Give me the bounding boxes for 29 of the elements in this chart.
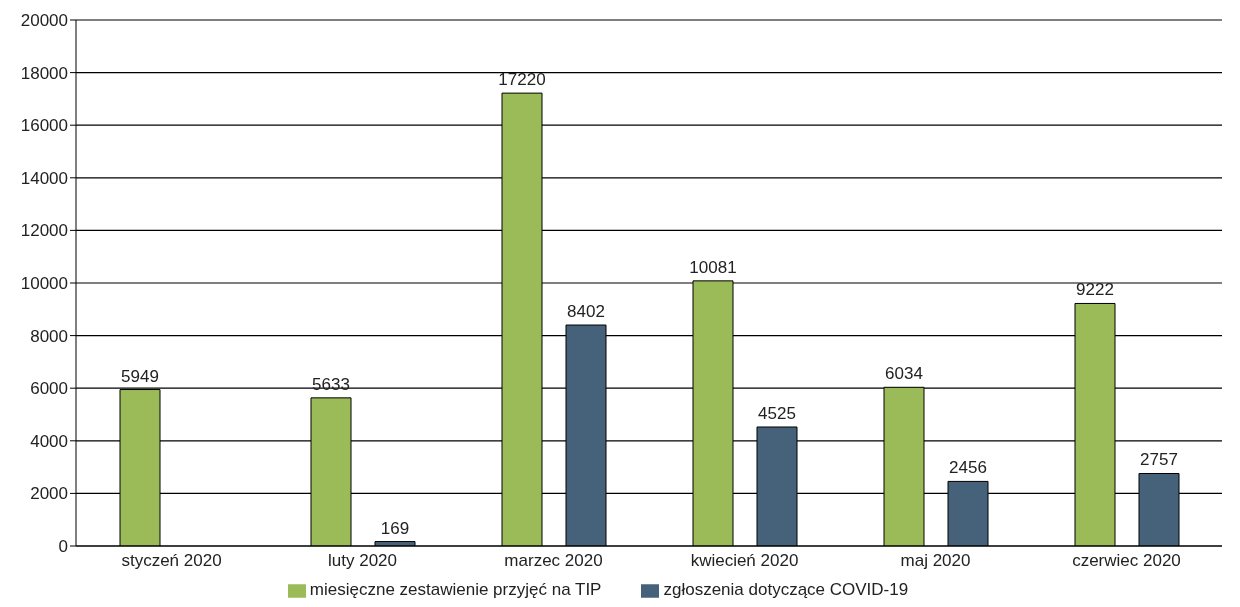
x-tick-label: kwiecień 2020 bbox=[690, 551, 799, 571]
data-label: 8402 bbox=[567, 302, 605, 322]
data-label: 17220 bbox=[498, 70, 546, 90]
data-label: 10081 bbox=[689, 257, 737, 277]
x-tick-label: maj 2020 bbox=[900, 551, 971, 571]
data-label: 169 bbox=[380, 518, 410, 538]
data-label: 5949 bbox=[121, 366, 159, 386]
y-tick-label: 6000 bbox=[30, 379, 68, 399]
data-label: 4525 bbox=[758, 403, 796, 423]
x-tick-label: styczeń 2020 bbox=[121, 551, 222, 571]
x-tick-label: czerwiec 2020 bbox=[1072, 551, 1181, 571]
y-tick-label: 10000 bbox=[20, 274, 68, 294]
data-label: 2757 bbox=[1140, 450, 1178, 470]
y-tick-label: 0 bbox=[58, 537, 68, 557]
legend-label: miesięczne zestawienie przyjęć na TIP bbox=[309, 580, 602, 599]
x-tick-label: marzec 2020 bbox=[504, 551, 603, 571]
y-tick-label: 4000 bbox=[30, 431, 68, 451]
y-tick-label: 18000 bbox=[20, 63, 68, 83]
legend-label: zgłoszenia dotyczące COVID-19 bbox=[663, 580, 909, 599]
y-tick-label: 20000 bbox=[20, 11, 68, 31]
data-label: 6034 bbox=[885, 364, 923, 384]
y-tick-label: 2000 bbox=[30, 484, 68, 504]
y-tick-label: 14000 bbox=[20, 168, 68, 188]
y-tick-label: 16000 bbox=[20, 116, 68, 136]
y-tick-label: 8000 bbox=[30, 326, 68, 346]
data-label: 2456 bbox=[949, 458, 987, 478]
x-tick-label: luty 2020 bbox=[328, 551, 397, 571]
y-tick-label: 12000 bbox=[20, 221, 68, 241]
data-label: 9222 bbox=[1076, 280, 1114, 300]
